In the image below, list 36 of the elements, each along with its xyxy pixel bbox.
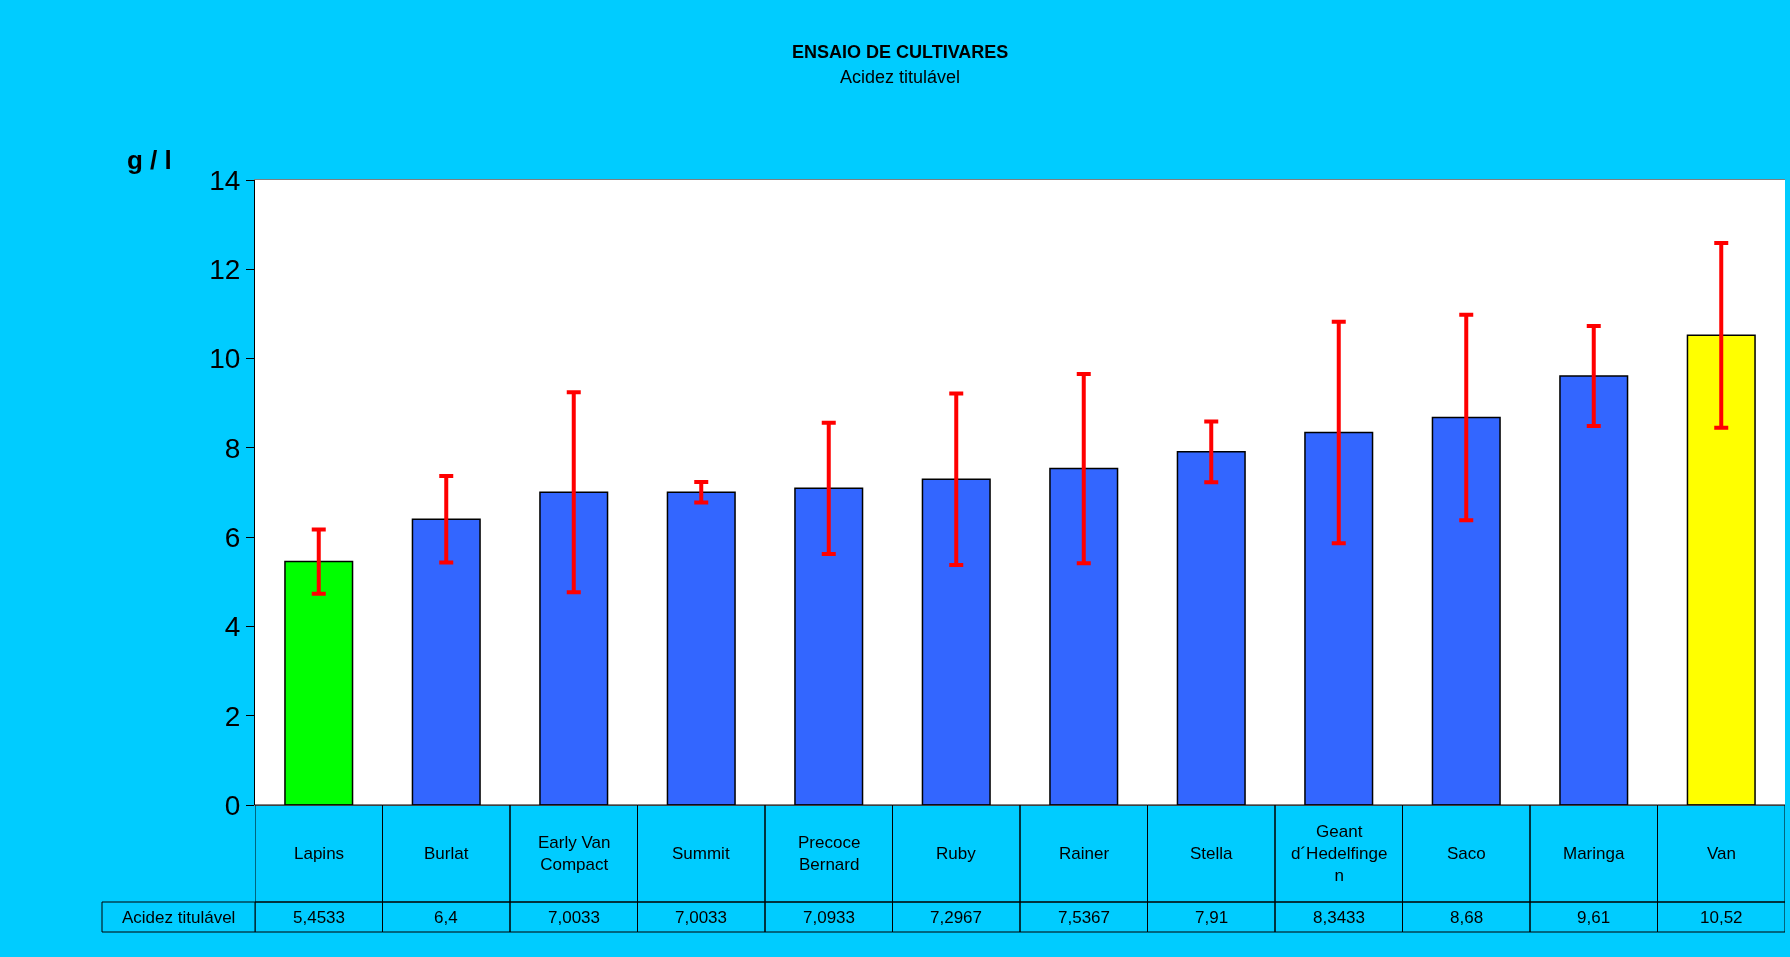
x-tick-label: Burlat	[424, 844, 469, 863]
x-tick-label: Rainer	[1059, 844, 1110, 863]
y-axis-title: g / l	[127, 145, 172, 175]
data-label: 7,2967	[930, 908, 982, 927]
data-label: 8,3433	[1313, 908, 1365, 927]
y-tick-label: 10	[209, 343, 241, 375]
data-label: 9,61	[1577, 908, 1611, 927]
x-tick-label: Ruby	[936, 844, 977, 863]
x-tick-label: Geant d´Hedelfingen	[1291, 822, 1388, 886]
data-label: 6,4	[434, 908, 458, 927]
x-tick-label: Summit	[672, 844, 730, 863]
x-tick-label: Stella	[1190, 844, 1234, 863]
data-label: 7,0933	[803, 908, 855, 927]
x-tick-label: Saco	[1447, 844, 1486, 863]
x-tick-label: Precoce Bernard	[798, 833, 861, 875]
chart-subtitle: Acidez titulável	[840, 67, 961, 87]
x-tick-label: Lapins	[294, 844, 345, 863]
data-label: 7,91	[1195, 908, 1229, 927]
text: Acidez titulável	[122, 908, 236, 927]
data-label: 7,5367	[1058, 908, 1110, 927]
data-label: 5,4533	[293, 908, 345, 927]
x-tick-label: Van	[1707, 844, 1736, 863]
y-tick-label: 14	[209, 164, 241, 196]
y-tick-label: 12	[209, 254, 241, 286]
data-label: 10,52	[1700, 908, 1743, 927]
x-tick-label: Early Van Compact	[538, 833, 611, 875]
data-label: 7,0033	[548, 908, 600, 927]
y-tick-label: 4	[224, 611, 241, 643]
x-tick-label: Maringa	[1563, 844, 1625, 863]
chart-title: ENSAIO DE CULTIVARES	[792, 42, 1009, 62]
data-label: 8,68	[1450, 908, 1484, 927]
y-tick-label: 0	[224, 789, 241, 821]
y-tick-label: 6	[224, 521, 241, 553]
data-label: 7,0033	[675, 908, 727, 927]
y-tick-label: 8	[224, 432, 241, 464]
y-tick-label: 2	[224, 700, 241, 732]
